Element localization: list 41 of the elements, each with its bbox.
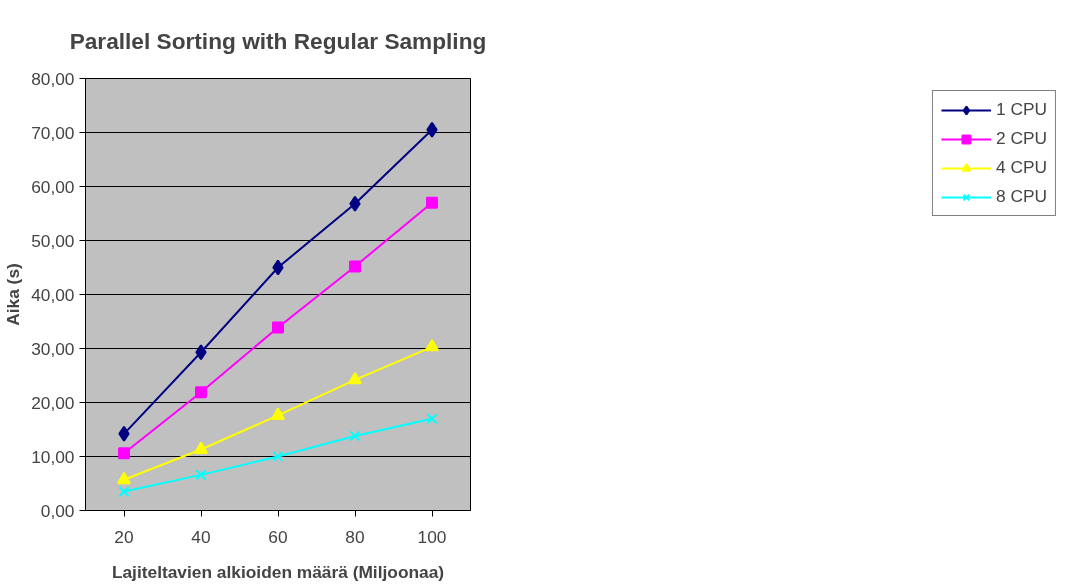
point	[194, 441, 208, 454]
x-tick-label: 60	[268, 526, 288, 547]
point	[348, 371, 362, 385]
y-tick-label: 20,00	[31, 392, 75, 413]
point	[426, 196, 438, 209]
legend-label: 8 CPU	[995, 186, 1047, 207]
y-tick-label: 30,00	[31, 338, 75, 359]
point	[426, 413, 438, 425]
point	[349, 195, 361, 212]
y-tick-label: 10,00	[31, 446, 75, 467]
point	[272, 321, 284, 334]
point	[271, 407, 285, 420]
y-tick-label: 0,00	[40, 500, 75, 521]
point	[425, 338, 439, 352]
x-tick-label: 40	[191, 526, 211, 547]
y-axis-title: Aika (s)	[3, 263, 24, 326]
chart-title: Parallel Sorting with Regular Sampling	[69, 27, 487, 54]
legend-label: 1 CPU	[995, 99, 1047, 120]
legend-label: 4 CPU	[995, 157, 1047, 178]
point	[118, 486, 130, 498]
point	[349, 430, 361, 442]
point	[118, 425, 130, 442]
point	[272, 450, 284, 463]
point	[195, 344, 207, 361]
legend-label: 2 CPU	[995, 128, 1047, 149]
x-axis-title: Lajiteltavien alkioiden määrä (Miljoonaa)	[111, 561, 445, 582]
point	[195, 386, 207, 399]
point	[349, 260, 361, 273]
point	[195, 469, 207, 481]
y-tick-label: 50,00	[31, 230, 75, 251]
x-tick-label: 20	[114, 526, 134, 547]
point	[426, 121, 438, 138]
x-tick-label: 80	[345, 526, 365, 547]
point	[118, 447, 130, 460]
y-tick-label: 60,00	[31, 176, 75, 197]
y-tick-label: 40,00	[31, 284, 75, 305]
y-tick-label: 70,00	[31, 122, 75, 143]
x-tick-label: 100	[417, 526, 447, 547]
point	[117, 471, 131, 485]
y-tick-label: 80,00	[31, 68, 75, 89]
point	[272, 259, 284, 276]
